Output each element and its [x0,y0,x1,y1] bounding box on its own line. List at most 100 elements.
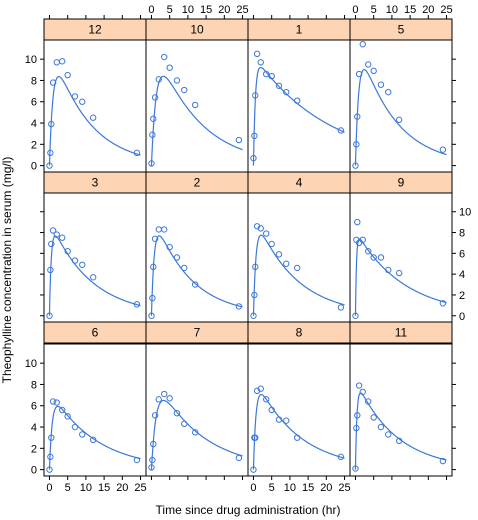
data-point [385,266,392,274]
strip-label: 6 [92,326,99,340]
strip-label: 10 [190,23,204,37]
fitted-curve [252,66,345,166]
x-tick-label: 25 [134,482,146,494]
panel-frame [145,192,249,323]
data-point [354,113,361,120]
data-point [161,53,168,61]
data-point [47,266,54,274]
x-tick-label: 25 [440,4,452,16]
strip-label: 11 [395,326,408,340]
y-tick-label: 10 [459,207,471,219]
data-point [355,70,363,78]
data-point [359,41,366,48]
data-point [377,81,385,88]
data-point [181,420,188,428]
data-point [337,453,345,461]
y-tick-label: 8 [31,75,37,87]
data-point [439,300,447,307]
data-point [359,236,366,244]
panel-frame [247,39,351,173]
strip-label: 1 [296,23,303,37]
data-point [263,396,270,403]
strip-label: 12 [88,23,102,37]
panel-grid: 12 10 1 53 2 4 96 7 8 110 5 10 15 20 25 0 5 10 15 20 250 5 10 1… [25,4,472,494]
data-point [155,226,162,233]
data-point [337,304,345,311]
data-point [439,146,447,153]
data-point [49,227,57,234]
data-point [166,64,173,71]
data-point [150,440,157,448]
data-point [251,132,258,140]
data-point [293,97,301,104]
panel-frame [247,343,351,477]
panel-subject-1: 1 [247,18,351,173]
data-point [377,423,385,431]
x-tick-label: 20 [422,4,434,16]
data-point [79,98,86,105]
data-point [149,294,156,302]
x-tick-label: 15 [302,482,314,494]
y-tick-label: 6 [31,401,37,413]
data-point [48,120,55,128]
data-point [149,456,156,464]
data-point [263,70,270,78]
x-tick-label: 10 [182,4,194,16]
panel-subject-8: 8 [247,321,351,477]
panel-frame [349,343,453,477]
data-point [337,127,345,134]
panel-subject-4: 4 [247,171,351,323]
y-tick-label: 0 [31,161,37,173]
data-point [148,160,155,167]
data-point [48,240,55,248]
data-point [166,395,173,402]
data-point [252,434,259,441]
data-point [46,162,53,169]
panel-frame [145,343,249,477]
data-point [173,77,181,84]
x-tick-label: 15 [200,4,212,16]
y-tick-label: 10 [25,358,37,370]
data-point [355,239,363,247]
panel-frame [349,39,453,173]
data-point [395,116,403,124]
x-tick-label: 5 [167,4,173,16]
data-point [235,454,243,462]
fitted-curve [150,235,243,316]
data-point [59,406,66,414]
data-point [365,248,372,255]
panel-subject-6: 6 [43,321,147,477]
fitted-curve [150,75,243,166]
fitted-curve [252,234,345,316]
x-tick-label: 10 [80,482,92,494]
x-tick-label: 20 [116,482,128,494]
y-tick-label: 0 [459,311,465,323]
data-point [370,414,377,421]
data-point [235,136,243,144]
data-point [49,79,57,86]
data-point [71,257,79,264]
x-tick-label: 5 [269,482,275,494]
data-point [64,71,71,79]
data-point [251,291,258,299]
data-point [283,417,290,424]
data-point [133,456,141,464]
data-point [59,234,66,241]
strip-label: 4 [296,176,303,190]
data-point [47,149,54,157]
y-tick-label: 0 [31,465,37,477]
strip-label: 5 [398,23,405,37]
data-point [268,72,275,80]
x-tick-label: 5 [371,4,377,16]
data-point [151,94,159,101]
data-point [133,149,141,157]
panel-subject-2: 2 [145,171,249,323]
x-tick-label: 0 [250,482,256,494]
y-tick-label: 2 [31,443,37,455]
strip-label: 7 [194,326,201,340]
data-point [53,231,60,238]
data-point [293,264,301,272]
y-tick-label: 4 [31,422,37,434]
y-tick-label: 4 [31,118,37,130]
data-point [48,434,55,441]
